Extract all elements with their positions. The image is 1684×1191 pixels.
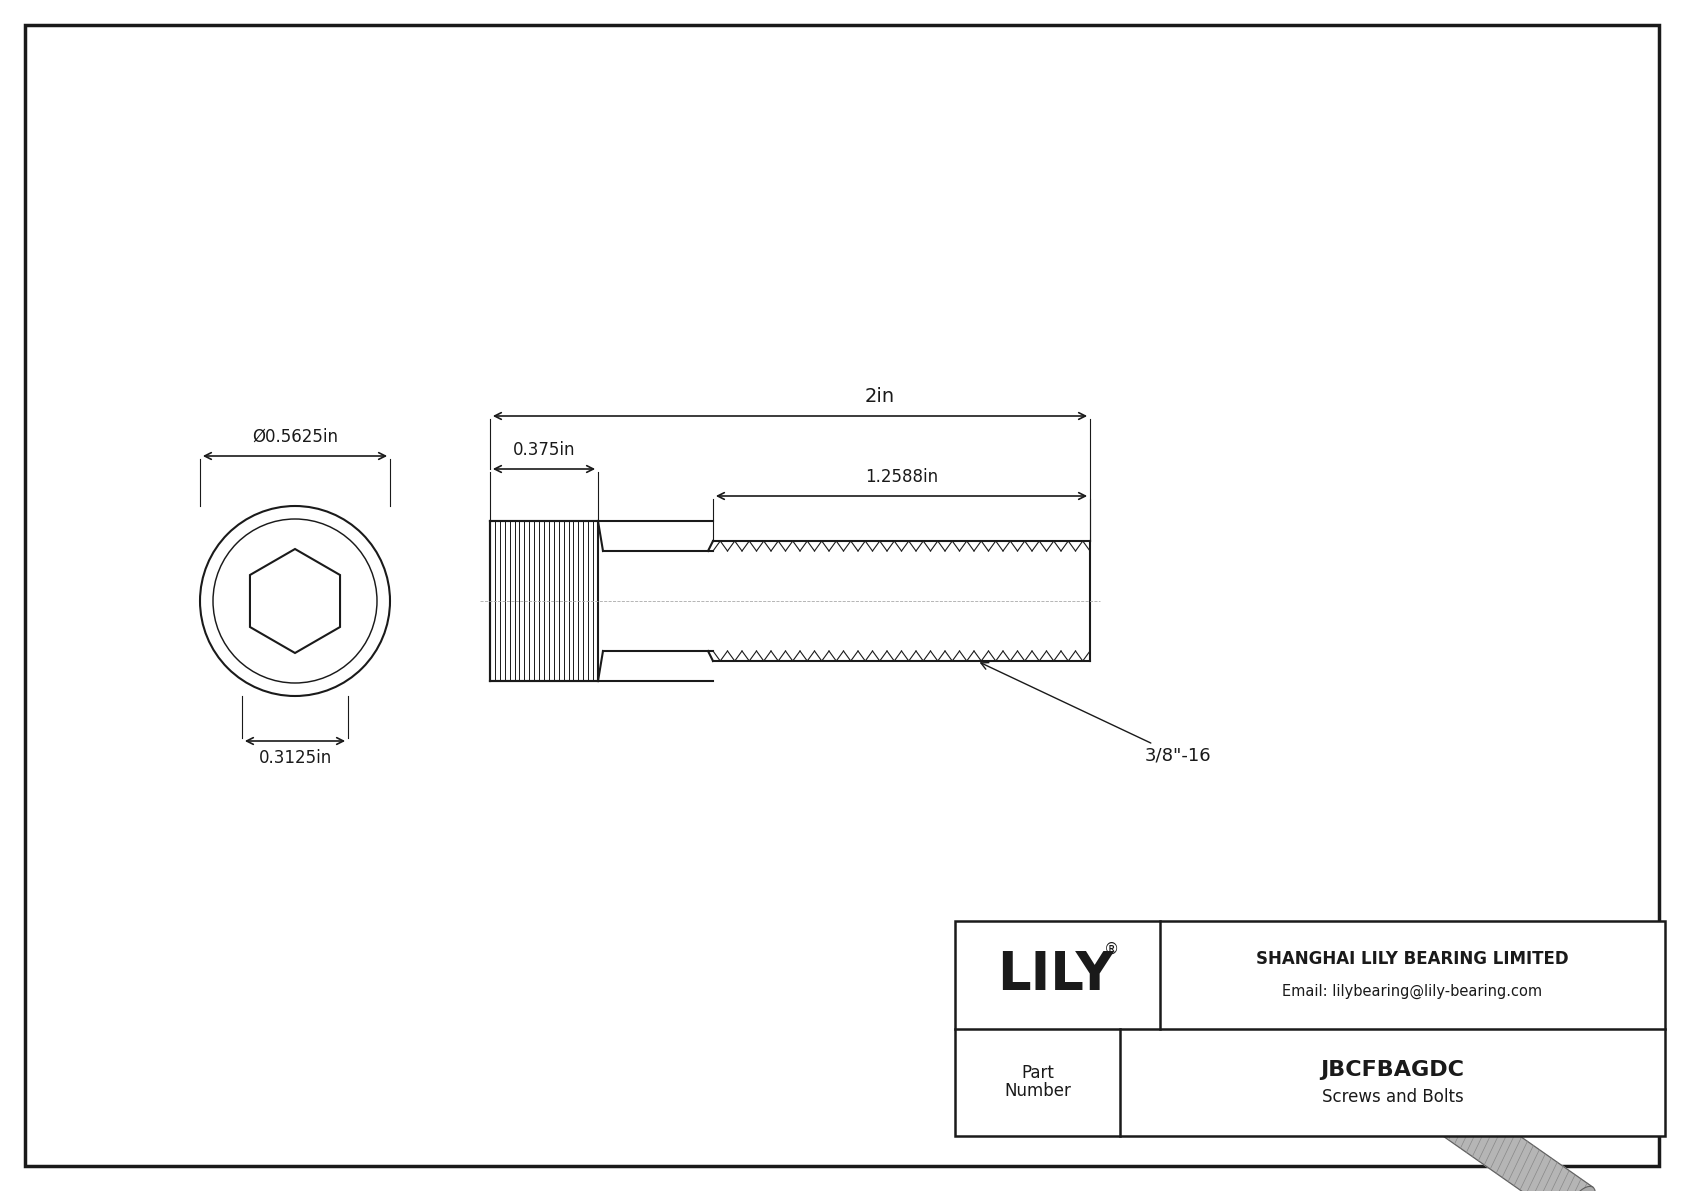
Polygon shape: [1346, 1033, 1460, 1128]
Text: JBCFBAGDC: JBCFBAGDC: [1320, 1060, 1465, 1080]
Text: Ø0.5625in: Ø0.5625in: [253, 428, 338, 445]
Text: 3/8"-16: 3/8"-16: [980, 662, 1211, 765]
Polygon shape: [1292, 997, 1312, 1023]
Text: Part: Part: [1021, 1065, 1054, 1083]
Text: Number: Number: [1004, 1083, 1071, 1100]
Text: LILY: LILY: [997, 949, 1113, 1000]
Text: ®: ®: [1103, 942, 1118, 958]
Ellipse shape: [1566, 1186, 1595, 1191]
Bar: [955, 921, 1665, 1136]
Ellipse shape: [1275, 978, 1329, 1043]
Polygon shape: [1280, 979, 1378, 1079]
Text: 2in: 2in: [866, 387, 896, 406]
Text: Screws and Bolts: Screws and Bolts: [1322, 1087, 1463, 1105]
Text: 0.3125in: 0.3125in: [258, 749, 332, 767]
Text: Email: lilybearing@lily-bearing.com: Email: lilybearing@lily-bearing.com: [1283, 984, 1543, 998]
Text: 0.375in: 0.375in: [512, 441, 576, 459]
Text: SHANGHAI LILY BEARING LIMITED: SHANGHAI LILY BEARING LIMITED: [1256, 950, 1569, 968]
Polygon shape: [1436, 1096, 1593, 1191]
Text: 1.2588in: 1.2588in: [866, 468, 938, 486]
